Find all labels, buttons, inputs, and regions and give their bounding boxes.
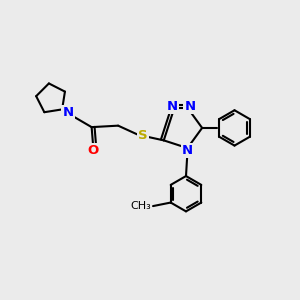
Text: N: N [167, 100, 178, 113]
Text: N: N [62, 106, 74, 119]
Text: N: N [182, 144, 193, 157]
Text: CH₃: CH₃ [131, 201, 152, 211]
Text: S: S [138, 130, 148, 142]
Text: N: N [184, 100, 195, 113]
Text: O: O [88, 144, 99, 157]
